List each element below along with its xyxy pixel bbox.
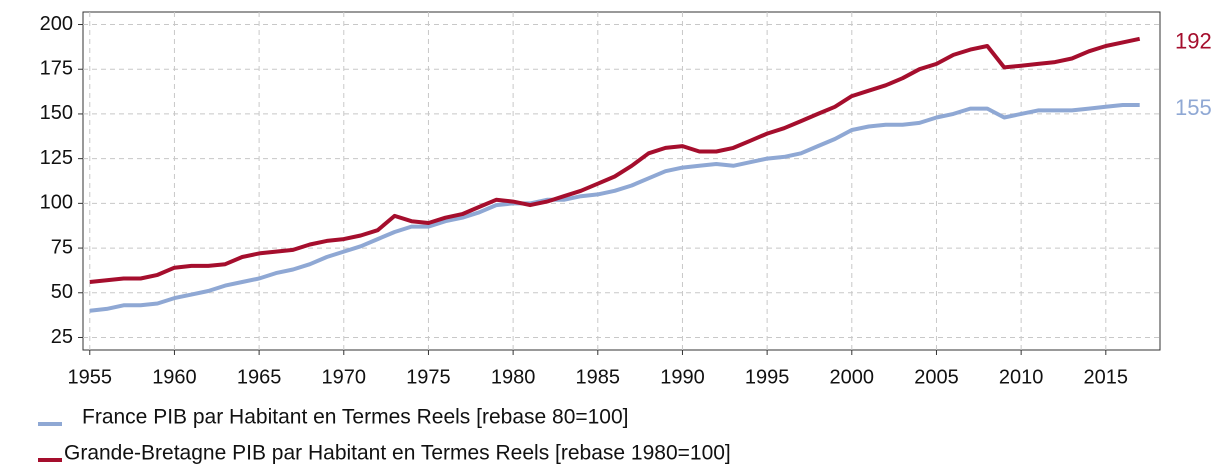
x-tick-label: 2010: [999, 366, 1044, 388]
y-tick-label: 200: [40, 13, 73, 35]
legend-label: France PIB par Habitant en Termes Reels …: [82, 406, 629, 429]
y-tick-label: 150: [40, 102, 73, 124]
x-tick-label: 1955: [68, 366, 113, 388]
y-tick-label: 175: [40, 58, 73, 80]
y-tick-label: 125: [40, 147, 73, 169]
end-label: 192: [1175, 29, 1212, 54]
x-tick-label: 2015: [1084, 366, 1129, 388]
plot-frame: [82, 11, 1161, 351]
end-label: 155: [1175, 95, 1212, 120]
y-tick-label: 50: [51, 281, 73, 303]
x-tick-label: 1960: [152, 366, 197, 388]
y-tick-label: 100: [40, 192, 73, 214]
legend-label: Grande-Bretagne PIB par Habitant en Term…: [64, 442, 731, 465]
x-tick-label: 1995: [745, 366, 790, 388]
x-tick-label: 1975: [406, 366, 451, 388]
y-tick-label: 25: [51, 326, 73, 348]
x-tick-label: 1965: [237, 366, 282, 388]
x-tick-label: 2005: [914, 366, 959, 388]
x-tick-label: 1980: [491, 366, 536, 388]
series-line: [89, 36, 1141, 284]
x-tick-label: 2000: [830, 366, 875, 388]
x-tick-label: 1985: [576, 366, 621, 388]
x-tick-label: 1990: [660, 366, 705, 388]
x-tick-label: 1970: [322, 366, 367, 388]
series-line: [89, 103, 1140, 313]
y-tick-label: 75: [51, 236, 73, 258]
